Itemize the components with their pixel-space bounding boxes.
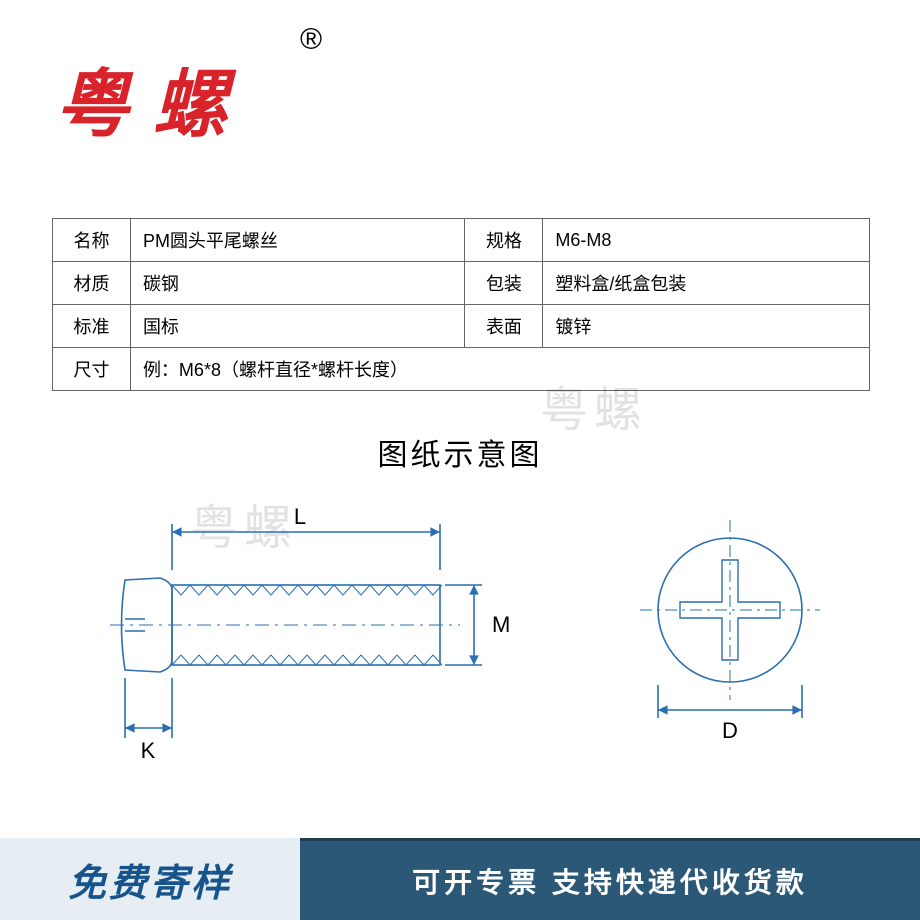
spec-table: 名称 PM圆头平尾螺丝 规格 M6-M8 材质 碳钢 包装 塑料盒/纸盒包装 标…	[52, 218, 870, 391]
dim-K: K	[141, 738, 156, 763]
cell-label: 包装	[465, 262, 543, 305]
cell-label: 尺寸	[53, 348, 131, 391]
cell-value: 镀锌	[543, 305, 870, 348]
table-row: 标准 国标 表面 镀锌	[53, 305, 870, 348]
table-row: 尺寸 例：M6*8（螺杆直径*螺杆长度）	[53, 348, 870, 391]
table-row: 名称 PM圆头平尾螺丝 规格 M6-M8	[53, 219, 870, 262]
cell-label: 表面	[465, 305, 543, 348]
brand-text: 粤螺	[55, 45, 251, 152]
cell-label: 材质	[53, 262, 131, 305]
cell-value: 塑料盒/纸盒包装	[543, 262, 870, 305]
table-row: 材质 碳钢 包装 塑料盒/纸盒包装	[53, 262, 870, 305]
dim-D: D	[722, 718, 738, 743]
diagram-title: 图纸示意图	[0, 430, 920, 474]
footer-right: 可开专票 支持快递代收货款	[300, 838, 920, 920]
dim-L: L	[294, 504, 306, 529]
cell-label: 规格	[465, 219, 543, 262]
cell-value: PM圆头平尾螺丝	[130, 219, 465, 262]
dim-M: M	[492, 612, 510, 637]
cell-value: 例：M6*8（螺杆直径*螺杆长度）	[130, 348, 869, 391]
cell-value: M6-M8	[543, 219, 870, 262]
footer-left: 免费寄样	[0, 838, 300, 920]
footer-banner: 免费寄样 可开专票 支持快递代收货款	[0, 838, 920, 920]
cell-value: 碳钢	[130, 262, 465, 305]
registered-mark: ®	[300, 23, 322, 57]
cell-value: 国标	[130, 305, 465, 348]
technical-diagram: L M K D	[50, 490, 870, 780]
cell-label: 名称	[53, 219, 131, 262]
cell-label: 标准	[53, 305, 131, 348]
brand-logo: 粤螺 ®	[55, 45, 251, 152]
